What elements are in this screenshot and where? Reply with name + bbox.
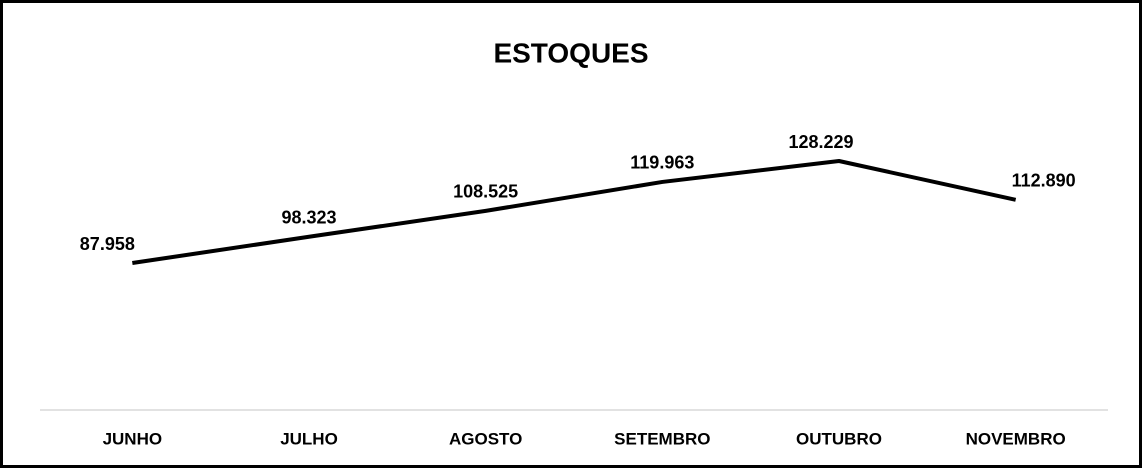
line [132, 159, 1017, 265]
x-tick-label: NOVEMBRO [966, 429, 1066, 448]
x-tick-label: JULHO [280, 429, 338, 448]
x-tick-label: SETEMBRO [614, 429, 710, 448]
x-tick-label: AGOSTO [449, 429, 522, 448]
data-label: 98.323 [281, 207, 336, 227]
data-label: 128.229 [788, 132, 853, 152]
data-label: 112.890 [1012, 171, 1076, 191]
data-label: 87.958 [80, 234, 135, 254]
x-tick-label: OUTUBRO [796, 429, 882, 448]
chart-title: ESTOQUES [493, 37, 648, 68]
data-label: 108.525 [453, 182, 518, 202]
data-label: 119.963 [630, 153, 694, 173]
x-tick-label: JUNHO [103, 429, 163, 448]
